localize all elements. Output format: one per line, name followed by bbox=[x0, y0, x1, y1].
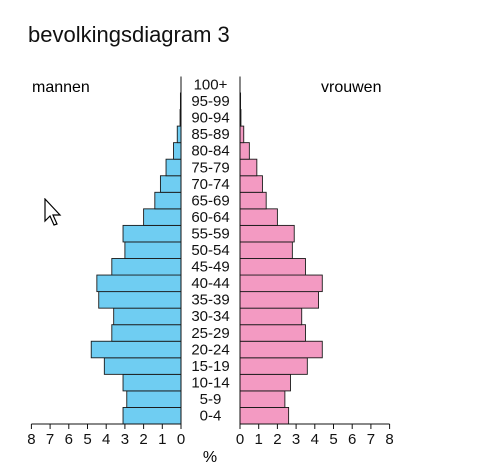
bar-vrouwen bbox=[239, 191, 267, 210]
bar-mannen bbox=[113, 307, 182, 326]
age-group-label: 35-39 bbox=[191, 292, 229, 309]
bar-vrouwen bbox=[239, 324, 306, 342]
bar-mannen bbox=[154, 191, 182, 210]
x-tick-label-right: 6 bbox=[348, 431, 356, 448]
bar-vrouwen bbox=[239, 175, 263, 193]
x-tick-label-right: 1 bbox=[255, 431, 263, 448]
bar-mannen bbox=[173, 142, 182, 160]
age-group-label: 25-29 bbox=[191, 325, 229, 342]
x-tick-label-left: 6 bbox=[65, 431, 73, 448]
x-tick-label-left: 5 bbox=[83, 431, 91, 448]
bar-vrouwen bbox=[239, 125, 245, 144]
age-group-label: 85-89 bbox=[191, 126, 229, 143]
age-group-label: 10-14 bbox=[191, 374, 229, 391]
x-tick-label-left: 3 bbox=[121, 431, 129, 448]
x-tick-label-right: 5 bbox=[329, 431, 337, 448]
x-tick-label-left: 4 bbox=[102, 431, 110, 448]
bar-vrouwen bbox=[239, 357, 308, 375]
age-group-label: 55-59 bbox=[191, 225, 229, 242]
bar-mannen bbox=[111, 324, 182, 342]
x-tick-label-left: 0 bbox=[177, 431, 185, 448]
age-group-label: 50-54 bbox=[191, 242, 229, 259]
right-series-label: vrouwen bbox=[321, 79, 381, 96]
age-group-label: 70-74 bbox=[191, 176, 229, 193]
bar-mannen bbox=[143, 208, 182, 226]
x-tick-label-left: 1 bbox=[158, 431, 166, 448]
bar-vrouwen bbox=[239, 307, 303, 326]
bar-vrouwen bbox=[239, 291, 319, 309]
age-group-label: 80-84 bbox=[191, 143, 229, 160]
bar-mannen bbox=[122, 407, 182, 425]
bar-vrouwen bbox=[239, 224, 295, 243]
bar-vrouwen bbox=[239, 142, 250, 160]
left-series-label: mannen bbox=[32, 79, 90, 96]
bar-mannen bbox=[122, 224, 182, 243]
bar-vrouwen bbox=[239, 208, 278, 226]
age-group-label: 15-19 bbox=[191, 358, 229, 375]
bar-mannen bbox=[159, 175, 182, 193]
bar-mannen bbox=[98, 291, 182, 309]
age-group-label: 0-4 bbox=[200, 408, 222, 425]
bar-mannen bbox=[176, 125, 182, 144]
age-group-label: 95-99 bbox=[191, 93, 229, 110]
x-tick-label-right: 7 bbox=[367, 431, 375, 448]
bar-vrouwen bbox=[239, 390, 286, 408]
bar-mannen bbox=[126, 390, 182, 408]
x-tick-label-right: 0 bbox=[236, 431, 244, 448]
bar-mannen bbox=[103, 357, 182, 375]
age-group-label: 90-94 bbox=[191, 110, 229, 127]
bar-vrouwen bbox=[239, 274, 323, 293]
age-group-label: 100+ bbox=[194, 77, 228, 94]
x-tick-label-left: 2 bbox=[139, 431, 147, 448]
age-group-label: 45-49 bbox=[191, 259, 229, 276]
mouse-pointer-icon bbox=[44, 198, 62, 226]
x-tick-label-right: 8 bbox=[385, 431, 393, 448]
age-group-label: 20-24 bbox=[191, 341, 229, 358]
x-tick-label-left: 7 bbox=[46, 431, 54, 448]
bar-vrouwen bbox=[239, 158, 258, 177]
x-tick-label-right: 2 bbox=[273, 431, 281, 448]
bar-mannen bbox=[96, 274, 182, 293]
bar-mannen bbox=[122, 373, 182, 392]
bar-mannen bbox=[124, 241, 182, 259]
age-group-label: 30-34 bbox=[191, 308, 229, 325]
bar-vrouwen bbox=[239, 407, 290, 425]
x-tick-label-right: 3 bbox=[292, 431, 300, 448]
bar-mannen bbox=[165, 158, 182, 177]
bar-vrouwen bbox=[239, 258, 306, 276]
bar-vrouwen bbox=[239, 340, 323, 359]
chart-title: bevolkingsdiagram 3 bbox=[28, 22, 230, 47]
age-group-label: 40-44 bbox=[191, 275, 229, 292]
age-group-label: 5-9 bbox=[200, 391, 222, 408]
bar-mannen bbox=[90, 340, 182, 359]
x-tick-label-right: 4 bbox=[311, 431, 319, 448]
x-axis-label: % bbox=[203, 449, 217, 466]
bar-vrouwen bbox=[239, 241, 293, 259]
x-tick-label-left: 8 bbox=[27, 431, 35, 448]
bar-mannen bbox=[111, 258, 182, 276]
age-group-label: 60-64 bbox=[191, 209, 229, 226]
age-group-label: 65-69 bbox=[191, 192, 229, 209]
bar-vrouwen bbox=[239, 373, 291, 392]
age-group-label: 75-79 bbox=[191, 159, 229, 176]
